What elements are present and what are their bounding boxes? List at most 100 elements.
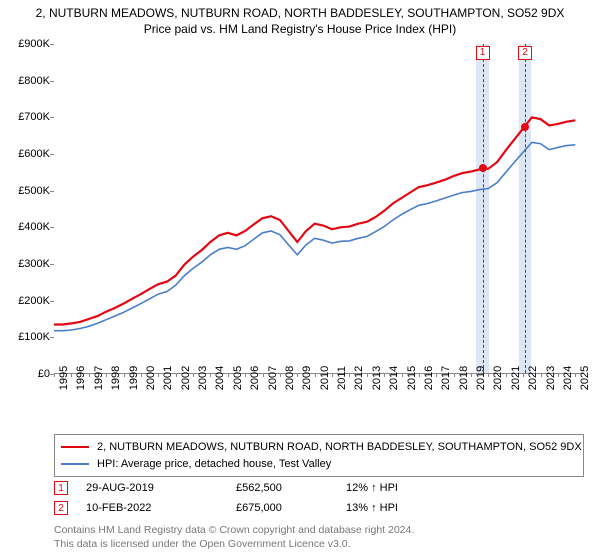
x-axis-label: 2006 <box>249 366 261 390</box>
credits: Contains HM Land Registry data © Crown c… <box>54 524 584 551</box>
x-axis-label: 2018 <box>458 366 470 390</box>
annotation-marker: 1 <box>54 481 68 495</box>
sale-point-vline <box>483 44 484 373</box>
annotation-date: 29-AUG-2019 <box>86 482 236 494</box>
annotation-date: 10-FEB-2022 <box>86 502 236 514</box>
x-tick <box>558 373 559 377</box>
x-axis-label: 2023 <box>545 366 557 390</box>
legend-row: HPI: Average price, detached house, Test… <box>61 456 577 473</box>
sale-point-dot <box>479 164 487 172</box>
x-tick <box>488 373 489 377</box>
y-axis-label: £0 <box>38 368 50 380</box>
y-tick <box>50 337 54 338</box>
x-tick <box>506 373 507 377</box>
x-axis-label: 2002 <box>180 366 192 390</box>
chart-lines-svg <box>54 44 584 374</box>
annotation-row: 210-FEB-2022£675,00013% ↑ HPI <box>54 498 584 518</box>
annotation-row: 129-AUG-2019£562,50012% ↑ HPI <box>54 478 584 498</box>
x-axis-label: 2008 <box>284 366 296 390</box>
x-tick <box>523 373 524 377</box>
y-axis-label: £300K <box>18 258 50 270</box>
x-tick <box>176 373 177 377</box>
y-tick <box>50 81 54 82</box>
x-tick <box>297 373 298 377</box>
x-axis-label: 2017 <box>440 366 452 390</box>
x-tick <box>263 373 264 377</box>
x-axis-label: 2021 <box>510 366 522 390</box>
hpi_series <box>54 142 575 330</box>
x-axis-label: 2000 <box>145 366 157 390</box>
x-tick <box>210 373 211 377</box>
chart-wrap: 2, NUTBURN MEADOWS, NUTBURN ROAD, NORTH … <box>0 0 600 560</box>
page-subtitle: Price paid vs. HM Land Registry's House … <box>0 20 600 36</box>
sale-point-marker: 2 <box>518 46 532 60</box>
y-tick <box>50 227 54 228</box>
x-axis-label: 2004 <box>214 366 226 390</box>
x-axis-label: 2022 <box>527 366 539 390</box>
annotation-price: £675,000 <box>236 502 346 514</box>
x-axis-label: 2003 <box>197 366 209 390</box>
y-axis-label: £200K <box>18 295 50 307</box>
x-tick <box>315 373 316 377</box>
x-tick <box>384 373 385 377</box>
x-axis-label: 2015 <box>406 366 418 390</box>
x-axis-label: 2020 <box>492 366 504 390</box>
y-axis-label: £800K <box>18 75 50 87</box>
x-tick <box>124 373 125 377</box>
y-axis-label: £500K <box>18 185 50 197</box>
x-tick <box>71 373 72 377</box>
x-axis-label: 1996 <box>75 366 87 390</box>
legend-label: HPI: Average price, detached house, Test… <box>97 456 331 473</box>
sale-point-dot <box>521 123 529 131</box>
x-axis-label: 2005 <box>232 366 244 390</box>
x-tick <box>228 373 229 377</box>
page-title: 2, NUTBURN MEADOWS, NUTBURN ROAD, NORTH … <box>0 0 600 20</box>
x-axis-label: 2025 <box>579 366 591 390</box>
x-tick <box>89 373 90 377</box>
x-axis-label: 2011 <box>336 366 348 390</box>
sale-point-marker: 1 <box>476 46 490 60</box>
x-axis-label: 2010 <box>319 366 331 390</box>
y-axis-label: £400K <box>18 221 50 233</box>
x-tick <box>436 373 437 377</box>
chart-area: £0£100K£200K£300K£400K£500K£600K£700K£80… <box>54 44 584 374</box>
credits-line-2: This data is licensed under the Open Gov… <box>54 538 584 552</box>
y-tick <box>50 301 54 302</box>
y-tick <box>50 264 54 265</box>
x-tick <box>471 373 472 377</box>
x-tick <box>575 373 576 377</box>
x-tick <box>158 373 159 377</box>
annotation-rows: 129-AUG-2019£562,50012% ↑ HPI210-FEB-202… <box>54 478 584 518</box>
y-tick <box>50 154 54 155</box>
credits-line-1: Contains HM Land Registry data © Crown c… <box>54 524 584 538</box>
x-axis-label: 1999 <box>128 366 140 390</box>
x-tick <box>541 373 542 377</box>
x-axis-label: 1997 <box>93 366 105 390</box>
y-tick <box>50 44 54 45</box>
x-tick <box>245 373 246 377</box>
x-axis-label: 2007 <box>267 366 279 390</box>
x-tick <box>332 373 333 377</box>
house_price_series <box>54 117 575 324</box>
x-tick <box>193 373 194 377</box>
y-tick <box>50 191 54 192</box>
x-axis-label: 1995 <box>58 366 70 390</box>
y-axis-label: £700K <box>18 111 50 123</box>
legend-box: 2, NUTBURN MEADOWS, NUTBURN ROAD, NORTH … <box>54 434 584 477</box>
x-axis-label: 2013 <box>371 366 383 390</box>
x-axis-label: 2016 <box>423 366 435 390</box>
x-axis-label: 2012 <box>353 366 365 390</box>
x-axis-label: 2019 <box>475 366 487 390</box>
legend-swatch <box>61 463 89 465</box>
x-tick <box>454 373 455 377</box>
y-tick <box>50 117 54 118</box>
x-tick <box>141 373 142 377</box>
y-axis-label: £600K <box>18 148 50 160</box>
legend-label: 2, NUTBURN MEADOWS, NUTBURN ROAD, NORTH … <box>97 439 582 456</box>
x-tick <box>419 373 420 377</box>
x-tick <box>54 373 55 377</box>
annotation-delta: 13% ↑ HPI <box>346 502 398 514</box>
x-tick <box>280 373 281 377</box>
y-axis-label: £900K <box>18 38 50 50</box>
x-tick <box>106 373 107 377</box>
